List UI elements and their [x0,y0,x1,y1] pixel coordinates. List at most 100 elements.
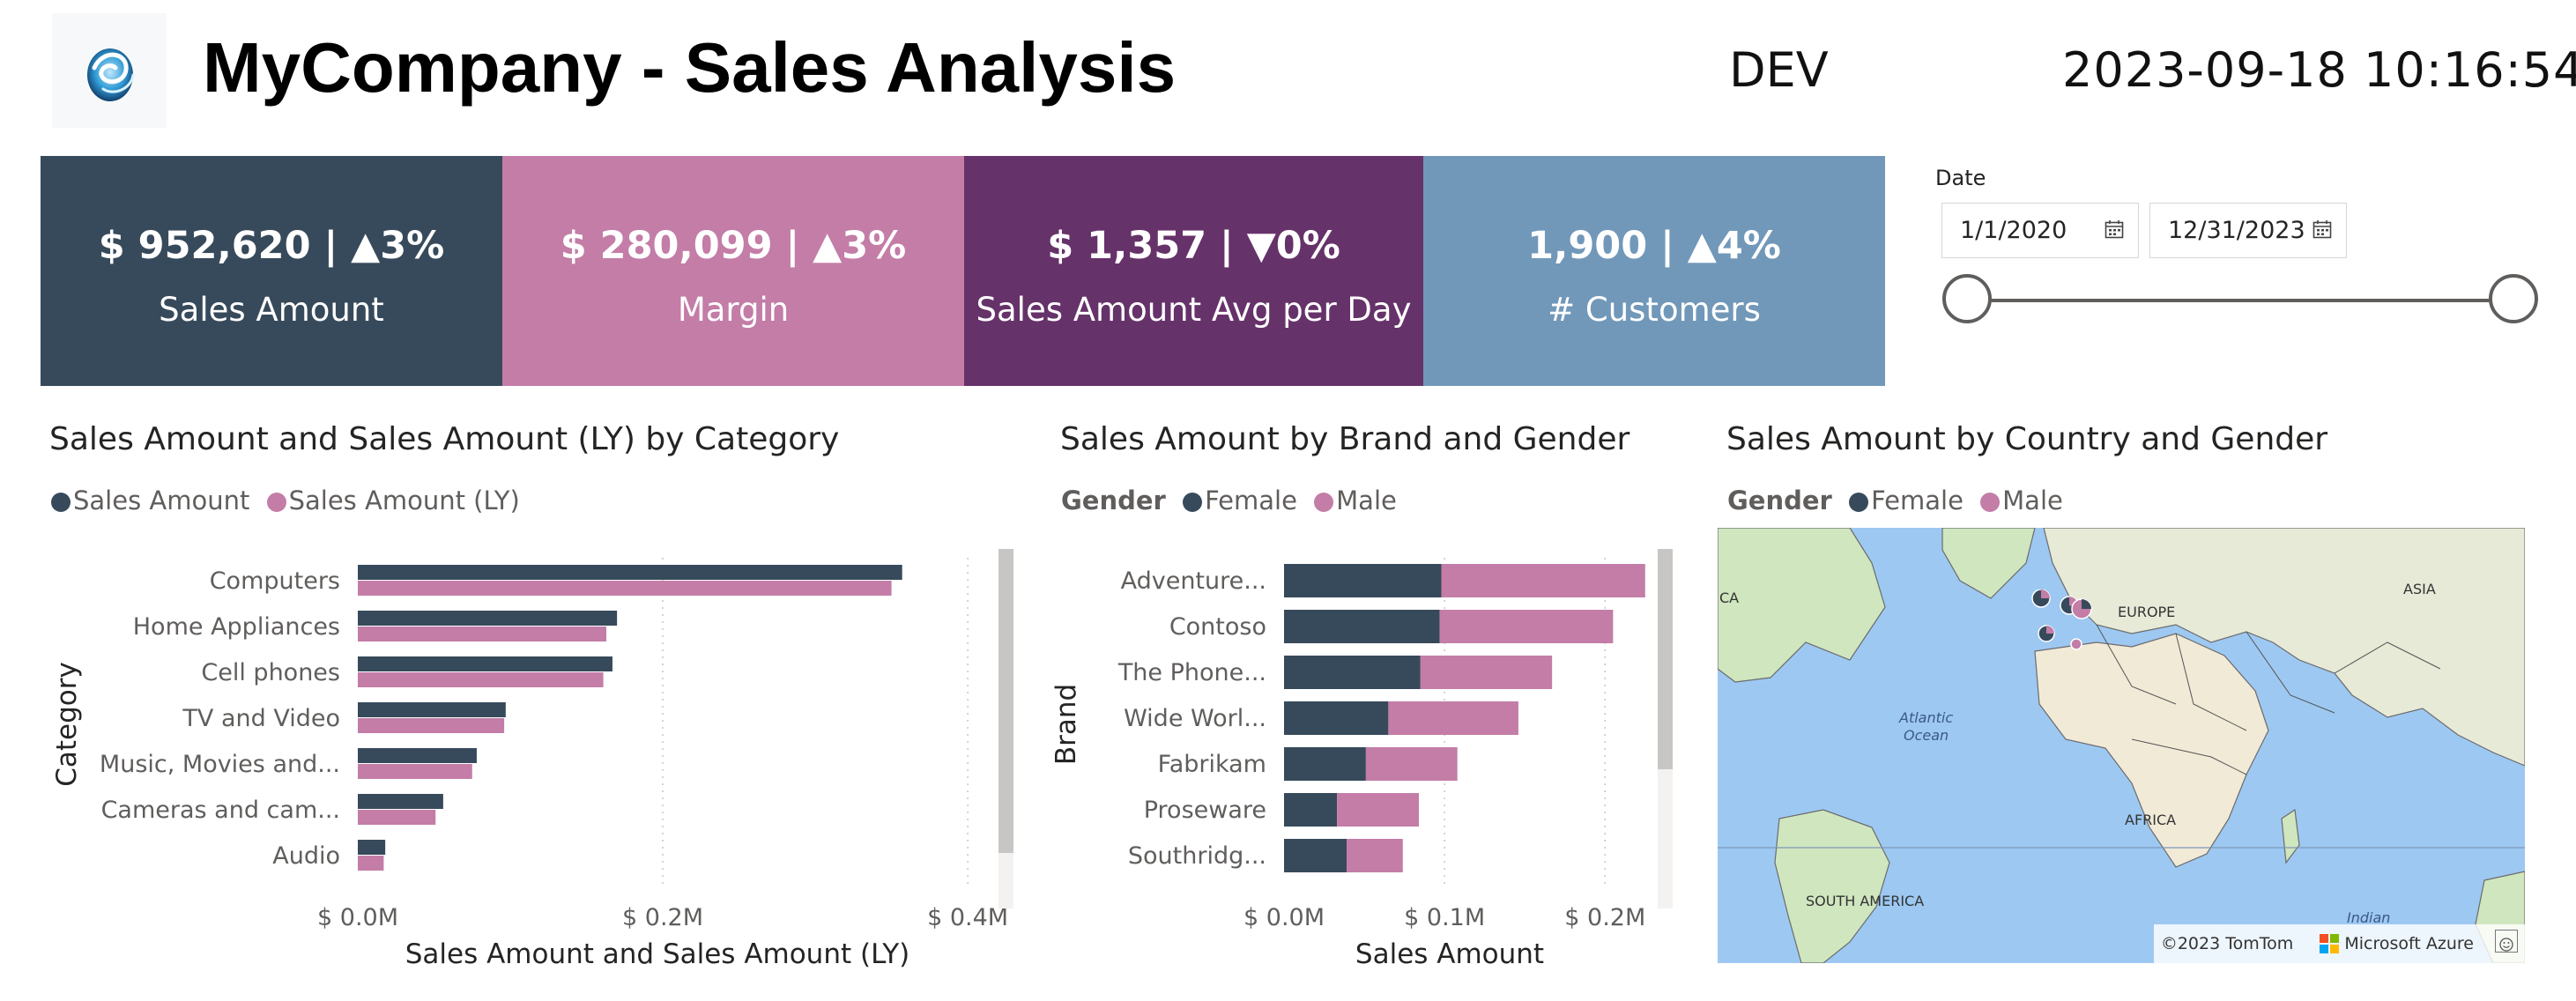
country-gender-map[interactable]: CA ASIA EUROPE Atlantic Ocean AFRICA SOU… [1718,528,2525,963]
smiley-feedback-icon[interactable] [2495,930,2518,953]
bar-sales-amount[interactable] [358,840,386,855]
world-map-canvas[interactable] [1718,528,2525,963]
y-axis-title: Brand [1053,684,1082,765]
kpi-card-margin[interactable]: $ 280,099 | ▲3% Margin [502,156,964,386]
date-range-slider-track[interactable] [1967,299,2513,302]
bar-sales-amount-ly-[interactable] [358,718,505,733]
bar-sales-amount-ly-[interactable] [358,581,892,596]
scrollbar-thumb[interactable] [1658,549,1673,769]
kpi-label: Margin [677,291,790,329]
kpi-card-sales-amount[interactable]: $ 952,620 | ▲3% Sales Amount [41,156,502,386]
bar-sales-amount-ly-[interactable] [358,764,472,779]
category-label: The Phone... [1117,659,1266,686]
category-label: TV and Video [182,705,340,732]
x-tick-label: $ 0.1M [1404,904,1485,931]
kpi-card-customers[interactable]: 1,900 | ▲4% # Customers [1423,156,1885,386]
kpi-value: $ 280,099 | ▲3% [560,224,907,268]
x-axis-title: Sales Amount and Sales Amount (LY) [405,938,910,970]
map-attribution-bar: ©2023 TomTom Microsoft Azure [2153,924,2525,963]
category-label: Cell phones [201,659,340,686]
map-title: Sales Amount by Country and Gender [1726,421,2328,457]
category-label: Audio [272,842,340,870]
bar-sales-amount-ly-[interactable] [358,627,607,641]
category-label: Cameras and cam... [101,797,340,824]
calendar-icon[interactable] [2312,219,2332,239]
calendar-icon[interactable] [2105,219,2124,239]
category-label: Adventure... [1121,567,1266,595]
category-label: Wide Worl... [1124,705,1266,732]
bar-female[interactable] [1284,701,1389,735]
bar-sales-amount[interactable] [358,611,618,626]
legend-item-male[interactable]: Male [1980,486,2063,515]
legend-dot [1314,493,1334,512]
map-pie-marker-spain[interactable] [2038,625,2055,642]
bar-female[interactable] [1284,610,1440,643]
map-pie-marker-uk[interactable] [2031,589,2051,608]
map-label-europe: EUROPE [2118,604,2176,620]
legend-dot [51,493,71,512]
legend-label: Male [2002,486,2063,515]
bar-female[interactable] [1284,656,1421,689]
x-tick-label: $ 0.0M [317,904,398,931]
kpi-value: 1,900 | ▲4% [1527,224,1781,268]
map-label-africa: AFRICA [2125,812,2177,828]
date-slicer-label: Date [1935,166,1986,190]
legend-item-sales-amount[interactable]: Sales Amount [51,486,249,515]
date-range-end-handle[interactable] [2489,274,2538,323]
map-pie-marker-france[interactable] [2071,598,2092,619]
start-date-input[interactable]: 1/1/2020 [1941,203,2139,258]
legend-item-female[interactable]: Female [1183,486,1297,515]
x-tick-label: $ 0.2M [1564,904,1645,931]
page-title: MyCompany - Sales Analysis [203,28,1177,107]
bar-female[interactable] [1284,747,1366,781]
category-label: Proseware [1144,797,1266,824]
bar-sales-amount-ly-[interactable] [358,856,384,871]
bar-male[interactable] [1347,839,1403,872]
bar-male[interactable] [1337,793,1419,827]
map-provider: Microsoft Azure [2344,934,2474,953]
category-label: Southridg... [1128,842,1266,870]
legend-label: Sales Amount (LY) [288,486,520,515]
bar-sales-amount-ly-[interactable] [358,810,436,825]
bar-male[interactable] [1365,747,1458,781]
bar-male[interactable] [1388,701,1518,735]
end-date-value: 12/31/2023 [2168,217,2305,244]
map-label-indian-ocean: Indian [2347,909,2391,926]
map-label-south-america: SOUTH AMERICA [1806,893,1925,909]
legend-dot [1849,493,1869,512]
bar-female[interactable] [1284,793,1338,827]
x-tick-label: $ 0.4M [927,904,1008,931]
bar-female[interactable] [1284,564,1442,597]
bar-sales-amount[interactable] [358,702,506,717]
bar-sales-amount[interactable] [358,565,902,580]
bar-sales-amount[interactable] [358,794,443,809]
legend-item-sales-amount-ly[interactable]: Sales Amount (LY) [266,486,520,515]
bar-sales-amount[interactable] [358,656,612,671]
map-label-atlantic-ocean: Atlantic Ocean [1899,709,1954,744]
bar-male[interactable] [1441,564,1645,597]
bar-male[interactable] [1420,656,1553,689]
map-pie-markers[interactable] [2030,589,2127,678]
kpi-label: Sales Amount Avg per Day [976,291,1412,329]
end-date-input[interactable]: 12/31/2023 [2149,203,2347,258]
scrollbar-thumb[interactable] [998,549,1013,853]
kpi-card-avg-per-day[interactable]: $ 1,357 | ▼0% Sales Amount Avg per Day [964,156,1423,386]
date-range-start-handle[interactable] [1942,274,1992,323]
refresh-timestamp: 2023-09-18 10:16:54 [2062,42,2576,98]
legend-item-female[interactable]: Female [1849,486,1964,515]
legend-title: Gender [1727,486,1832,515]
map-pie-marker-italy[interactable] [2070,638,2082,650]
bar-male[interactable] [1439,610,1614,643]
x-tick-label: $ 0.0M [1243,904,1325,931]
legend-item-male[interactable]: Male [1314,486,1397,515]
bar-sales-amount-ly-[interactable] [358,672,604,687]
bar-female[interactable] [1284,839,1347,872]
map-label-ca: CA [1719,589,1740,606]
bar-sales-amount[interactable] [358,748,477,763]
microsoft-logo-icon [2320,929,2340,953]
category-chart-title: Sales Amount and Sales Amount (LY) by Ca… [49,421,840,457]
start-date-value: 1/1/2020 [1960,217,2067,244]
brand-chart-title: Sales Amount by Brand and Gender [1060,421,1630,457]
brand-stacked-bar-chart[interactable]: $ 0.0M $ 0.1M $ 0.2M Adventure... Contoso The… [1053,538,1696,978]
category-bar-chart[interactable]: $ 0.0M $ 0.2M $ 0.4M Computers Home Applianc… [41,538,1028,978]
